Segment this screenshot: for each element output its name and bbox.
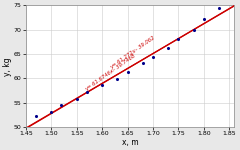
Point [115, 78, 119, 80]
Text: y= 61.6746x– 39.7468: y= 61.6746x– 39.7468 [84, 53, 137, 92]
Point [100, 84, 104, 87]
Point [126, 71, 129, 73]
Point [202, 18, 206, 20]
X-axis label: x, m: x, m [122, 138, 138, 147]
Point [60, 104, 63, 106]
Point [85, 91, 89, 93]
Y-axis label: y, kg: y, kg [3, 57, 12, 76]
Point [176, 38, 180, 40]
Point [217, 7, 221, 9]
Text: y= 61.272x– 39.062: y= 61.272x– 39.062 [110, 35, 156, 70]
Point [75, 97, 79, 100]
Point [192, 29, 196, 31]
Point [151, 56, 155, 58]
Point [141, 62, 145, 64]
Point [166, 47, 170, 49]
Point [34, 115, 38, 117]
Point [49, 111, 53, 113]
